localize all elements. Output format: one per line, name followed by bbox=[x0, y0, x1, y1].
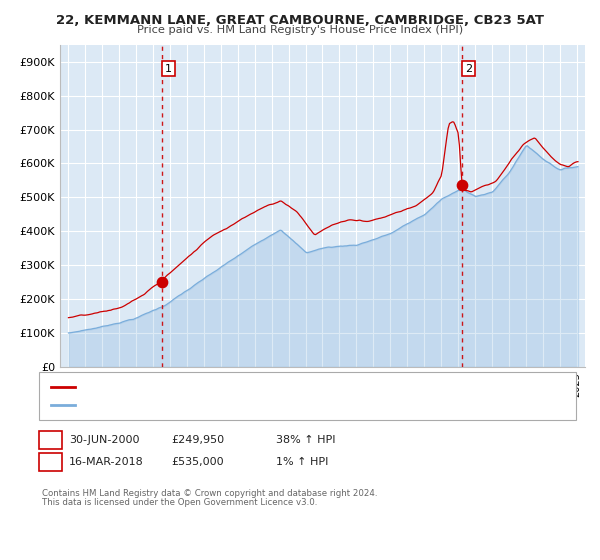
Point bbox=[457, 181, 466, 190]
Text: 1% ↑ HPI: 1% ↑ HPI bbox=[276, 457, 328, 467]
Text: 1: 1 bbox=[165, 63, 172, 73]
Text: 2: 2 bbox=[465, 63, 472, 73]
Text: This data is licensed under the Open Government Licence v3.0.: This data is licensed under the Open Gov… bbox=[42, 498, 317, 507]
Text: HPI: Average price, detached house, South Cambridgeshire: HPI: Average price, detached house, Sout… bbox=[79, 401, 361, 410]
Text: 2: 2 bbox=[47, 457, 54, 467]
Text: 22, KEMMANN LANE, GREAT CAMBOURNE, CAMBRIDGE, CB23 5AT: 22, KEMMANN LANE, GREAT CAMBOURNE, CAMBR… bbox=[56, 14, 544, 27]
Text: £249,950: £249,950 bbox=[171, 435, 224, 445]
Text: 30-JUN-2000: 30-JUN-2000 bbox=[69, 435, 139, 445]
Text: 16-MAR-2018: 16-MAR-2018 bbox=[69, 457, 144, 467]
Text: £535,000: £535,000 bbox=[171, 457, 224, 467]
Point bbox=[157, 278, 166, 287]
Text: 1: 1 bbox=[47, 435, 54, 445]
Text: Price paid vs. HM Land Registry's House Price Index (HPI): Price paid vs. HM Land Registry's House … bbox=[137, 25, 463, 35]
Text: 22, KEMMANN LANE, GREAT CAMBOURNE, CAMBRIDGE, CB23 5AT (detached house): 22, KEMMANN LANE, GREAT CAMBOURNE, CAMBR… bbox=[79, 382, 477, 391]
Text: 38% ↑ HPI: 38% ↑ HPI bbox=[276, 435, 335, 445]
Text: Contains HM Land Registry data © Crown copyright and database right 2024.: Contains HM Land Registry data © Crown c… bbox=[42, 488, 377, 498]
